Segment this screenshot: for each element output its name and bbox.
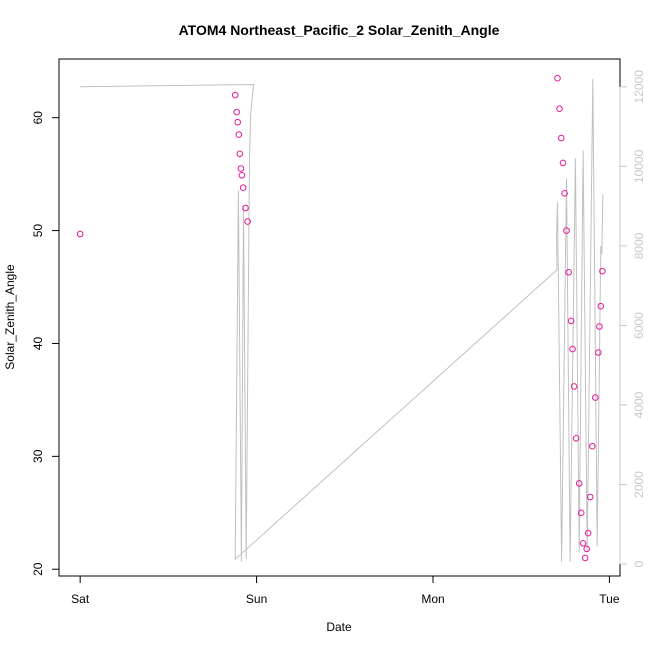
y2-tick-label: 8000 [632,232,646,259]
x-axis: Sat Sun Mon Tue [71,575,620,606]
y2-tick-label: 6000 [632,312,646,339]
data-point [599,267,606,275]
data-point [236,150,244,158]
data-point [556,105,563,112]
y2-tick-label: 4000 [632,391,646,418]
data-point [589,442,596,450]
y-tick-label: 20 [31,562,45,576]
y2-tick-label: 0 [632,560,646,567]
data-point [581,554,589,562]
y-axis-left: 20 30 40 50 60 [31,111,60,576]
data-point [570,383,578,390]
data-point [244,218,251,225]
data-point [586,493,594,501]
plot-frame [58,58,621,577]
data-point [559,159,567,167]
data-point [596,323,603,330]
data-point [579,540,587,547]
data-point [76,230,84,238]
y-tick-label: 50 [31,224,45,238]
x-tick-label: Mon [421,592,444,606]
scatter-points [76,74,606,562]
data-point [565,269,573,276]
y2-tick-label: 2000 [632,471,646,498]
secondary-series-path [80,78,604,562]
data-point [584,529,592,537]
data-point [569,345,576,353]
data-point [238,172,246,179]
data-point [561,190,568,197]
data-point [595,349,602,356]
data-point [577,509,585,517]
data-point [597,302,605,310]
y-axis-right: 0 2000 4000 6000 8000 10000 12000 [619,70,646,567]
data-point [563,227,570,234]
data-point [234,118,241,126]
x-axis-label: Date [326,620,352,634]
x-tick-label: Sat [71,592,90,606]
secondary-series-line [80,78,604,562]
y2-tick-label: 10000 [632,149,646,183]
data-point [592,394,599,401]
y-tick-label: 60 [31,111,45,125]
data-point [233,108,240,116]
data-point [237,165,245,172]
y2-tick-label: 12000 [632,70,646,104]
y-tick-label: 30 [31,449,45,463]
data-point [575,480,583,487]
data-point [583,545,591,553]
data-point [572,435,580,442]
data-point [567,317,575,325]
data-point [242,204,249,212]
data-point [558,134,565,142]
data-point [231,91,239,99]
data-point [554,74,561,82]
chart-title: ATOM4 Northeast_Pacific_2 Solar_Zenith_A… [179,22,500,38]
y-axis-label: Solar_Zenith_Angle [3,264,17,370]
x-tick-label: Tue [599,592,620,606]
data-point [239,184,247,191]
data-point [235,131,243,138]
y-tick-label: 40 [31,337,45,351]
x-tick-label: Sun [246,592,267,606]
